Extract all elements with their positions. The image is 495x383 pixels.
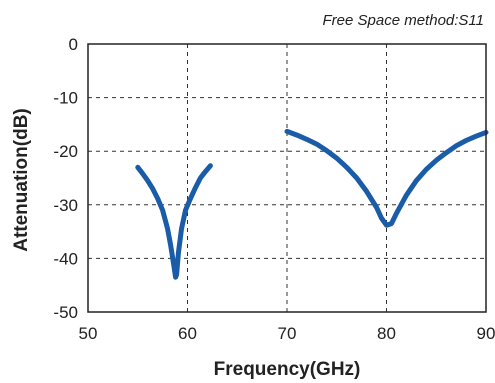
series-layer: [135, 128, 489, 280]
plot-frame: [87, 43, 487, 313]
y-tick-label: 0: [69, 35, 78, 54]
series-line-1: [135, 163, 213, 280]
x-tick-label: 50: [79, 324, 98, 343]
x-axis-title: Frequency(GHz): [214, 359, 361, 380]
y-tick-label: -20: [53, 142, 78, 161]
y-tick-label: -10: [53, 89, 78, 108]
y-tick-label: -50: [53, 303, 78, 322]
y-axis-title: Attenuation(dB): [11, 108, 32, 252]
x-tick-label: 70: [278, 324, 297, 343]
y-tick-label: -30: [53, 196, 78, 215]
series-line-2: [284, 128, 489, 228]
x-tick-label: 60: [178, 324, 197, 343]
x-tick-labels: 50 60 70 80 90: [79, 324, 495, 343]
y-tick-label: -40: [53, 249, 78, 268]
x-tick-label: 80: [377, 324, 396, 343]
chart-annotation: Free Space method:S11: [323, 12, 484, 29]
y-tick-labels: 0 -10 -20 -30 -40 -50: [53, 35, 78, 322]
gridlines: [88, 44, 486, 312]
x-tick-label: 90: [477, 324, 495, 343]
